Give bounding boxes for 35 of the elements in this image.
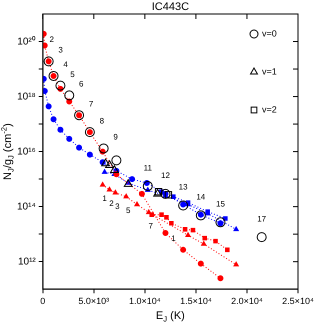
legend-label: v=2 (262, 104, 277, 114)
x-tick-label: 2.0×10⁴ (231, 296, 263, 306)
annotation: 2 (50, 35, 55, 44)
x-tick-label: 0 (40, 296, 46, 306)
annotation: 15 (216, 199, 226, 208)
annotation: 3 (115, 202, 120, 211)
annotation: 8 (100, 116, 105, 126)
y-tick-label: 10¹⁶ (17, 146, 36, 158)
x-tick-label: 1.5×10⁴ (180, 296, 212, 306)
y-tick-label: 10¹² (18, 256, 36, 268)
annotation: 6 (79, 80, 84, 89)
annotation: 1 (102, 194, 108, 204)
annotation: 12 (161, 171, 170, 180)
y-tick-label: 10²⁰ (17, 35, 36, 48)
annotation: 2 (109, 198, 114, 208)
annotation: 13 (178, 182, 188, 192)
annotation: 14 (196, 192, 206, 202)
annotation: 5 (126, 206, 131, 215)
y-tick-label: 10¹⁴ (17, 201, 36, 212)
annotation: 7 (88, 99, 94, 108)
annotation: 11 (144, 163, 152, 172)
annotation: 17 (257, 214, 267, 224)
y-tick-label: 10¹⁸ (17, 91, 36, 102)
x-tick-label: 5.0×10³ (78, 296, 110, 306)
annotation: 3 (58, 46, 64, 55)
annotation: 4 (63, 60, 68, 70)
legend-label: v=0 (262, 28, 277, 38)
x-tick-label: 1.0×10⁴ (129, 296, 161, 306)
chart-title: IC443C (152, 1, 190, 14)
legend-label: v=1 (262, 66, 277, 76)
annotation: 1 (171, 234, 176, 244)
x-tick-label: 2.5×10⁴ (282, 296, 314, 306)
annotation: 5 (70, 70, 76, 79)
annotation: 7 (148, 222, 154, 231)
annotation: 9 (113, 132, 118, 142)
